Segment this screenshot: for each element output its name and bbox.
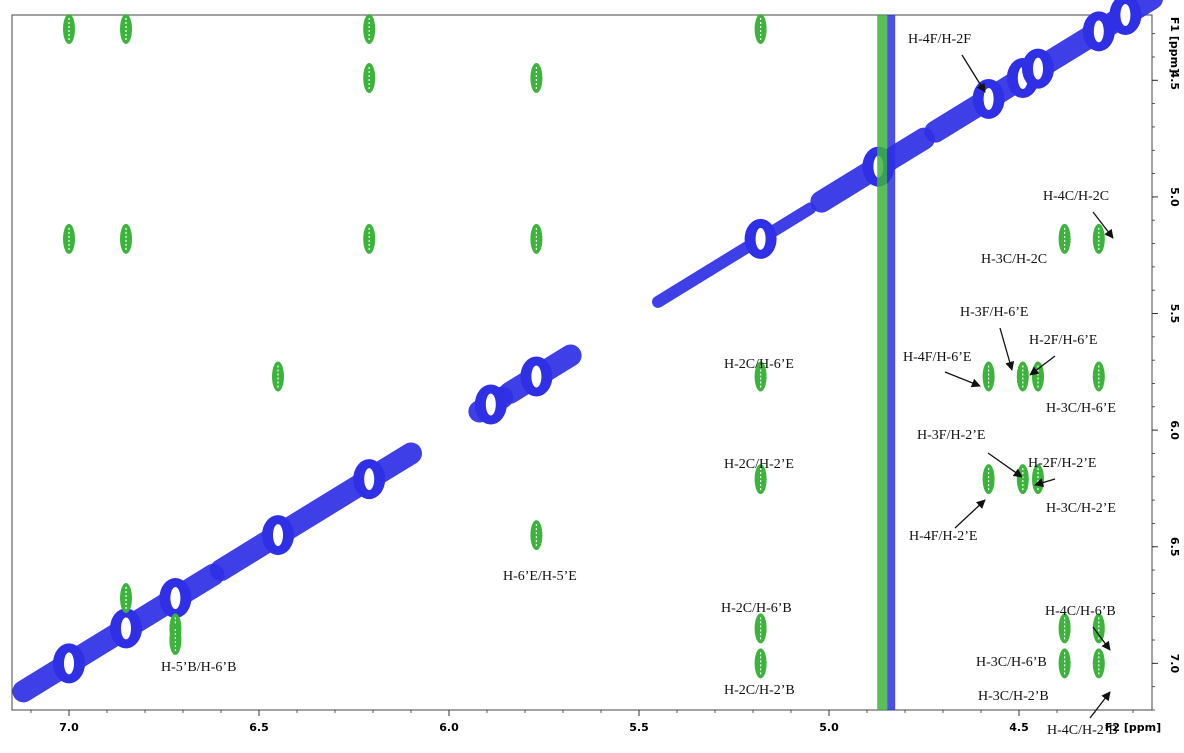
- annotation-layer: H-4F/H-2FH-4C/H-2CH-3C/H-2CH-3F/H-6’EH-2…: [161, 32, 1118, 738]
- diagonal-peak-core: [170, 587, 181, 610]
- y-tick-label: 5.0: [1168, 187, 1181, 207]
- cross-peak: [530, 62, 543, 93]
- diagonal-peak-core: [531, 365, 542, 388]
- peak-annotation: H-2F/H-2’E: [1028, 456, 1096, 471]
- annotation-arrow: [944, 371, 981, 388]
- cross-peak: [1092, 648, 1105, 679]
- y-tick-label: 4.5: [1168, 71, 1181, 91]
- diagonal-band: [12, 0, 1163, 703]
- annotation-arrow: [1034, 478, 1056, 488]
- cross-peak: [363, 223, 376, 254]
- cross-peak: [120, 223, 132, 254]
- annotation-arrow: [987, 452, 1023, 478]
- cross-peak: [1058, 613, 1071, 644]
- cross-peak: [169, 625, 182, 656]
- annotation-arrow: [961, 54, 986, 93]
- cross-peak: [754, 361, 767, 392]
- x-tick-label: 5.0: [819, 721, 839, 734]
- cross-peak: [754, 613, 767, 644]
- cross-peak: [982, 464, 995, 495]
- annotation-arrow: [954, 499, 986, 529]
- peak-annotation: H-3C/H-6’B: [976, 655, 1047, 670]
- diagonal-peak-core: [1033, 57, 1043, 80]
- peak-annotation: H-4F/H-2F: [908, 32, 971, 47]
- diagonal-peak-core: [1093, 20, 1104, 43]
- cross-peak: [272, 361, 284, 392]
- cross-peak: [1058, 223, 1071, 254]
- cross-peak: [1092, 361, 1105, 392]
- peak-annotation: H-3C/H-2’E: [1046, 501, 1116, 516]
- x-tick-label: 5.5: [629, 721, 649, 734]
- peak-annotation: H-4C/H-2’B: [1047, 723, 1118, 738]
- cross-peak: [63, 13, 75, 44]
- diagonal-peak-core: [64, 652, 74, 675]
- cross-peak: [530, 223, 543, 254]
- solvent-stripe: [877, 15, 888, 710]
- y-tick-label: 6.5: [1168, 537, 1181, 557]
- diagonal-peak-core: [121, 617, 131, 640]
- diagonal-peak-core: [983, 87, 994, 110]
- peak-annotation: H-5’B/H-6’B: [161, 660, 236, 675]
- cross-peak: [363, 13, 376, 44]
- y-tick-label: 6.0: [1168, 420, 1181, 440]
- peak-annotation: H-2C/H-6’E: [724, 357, 794, 372]
- peak-annotation: H-4C/H-2C: [1043, 189, 1109, 204]
- cross-peak: [1092, 223, 1105, 254]
- diagonal-peak-core: [485, 393, 496, 416]
- diagonal-segment: [652, 202, 816, 308]
- peak-annotation: H-3F/H-2’E: [917, 428, 985, 443]
- peak-annotation: H-3C/H-2’B: [978, 689, 1049, 704]
- cross-peak: [754, 648, 767, 679]
- peak-annotation: H-2C/H-2’E: [724, 457, 794, 472]
- peak-annotation: H-4F/H-6’E: [903, 350, 971, 365]
- peak-annotation: H-3C/H-2C: [981, 252, 1047, 267]
- solvent-line: [877, 15, 896, 710]
- cross-peak: [1016, 361, 1029, 392]
- peak-annotation: H-2C/H-6’B: [721, 601, 792, 616]
- diagonal-peak-core: [755, 227, 766, 250]
- annotation-arrow: [1092, 626, 1111, 651]
- x-tick-label: 4.5: [1009, 721, 1029, 734]
- cross-peak: [120, 583, 132, 614]
- peak-annotation: H-3C/H-6’E: [1046, 401, 1116, 416]
- peak-annotation: H-6’E/H-5’E: [503, 569, 577, 584]
- annotation-arrow: [1089, 691, 1111, 719]
- diagonal-peak-core: [1120, 4, 1131, 26]
- solvent-stripe-blue: [887, 15, 896, 710]
- y-axis-title: F1 [ppm]: [1168, 17, 1181, 73]
- annotation-arrow: [1029, 355, 1056, 376]
- peak-annotation: H-2C/H-2’B: [724, 683, 795, 698]
- x-tick-label: 7.0: [59, 721, 79, 734]
- x-tick-label: 6.0: [439, 721, 459, 734]
- annotation-arrow: [1092, 211, 1114, 239]
- plot-frame: [11, 14, 1153, 711]
- cross-peak: [120, 13, 132, 44]
- y-tick-label: 7.0: [1168, 654, 1181, 674]
- peak-annotation: H-3F/H-6’E: [960, 305, 1028, 320]
- diagonal-peak-core: [273, 524, 283, 547]
- cross-peak: [982, 361, 995, 392]
- peak-annotation: H-2F/H-6’E: [1029, 333, 1097, 348]
- peak-annotation: H-4F/H-2’E: [909, 529, 977, 544]
- cross-peak: [1092, 613, 1105, 644]
- cross-peak: [363, 62, 376, 93]
- x-tick-label: 6.5: [249, 721, 269, 734]
- cross-peak: [754, 464, 767, 495]
- cross-peak: [530, 520, 543, 551]
- x-axis-title: F2 [ppm]: [1105, 721, 1161, 734]
- annotation-arrow: [999, 327, 1015, 371]
- cross-peak: [63, 223, 75, 254]
- y-tick-label: 5.5: [1168, 304, 1181, 324]
- cross-peak: [754, 13, 767, 44]
- axis-layer: 7.0 6.5 6.0 5.5 5.0 4.5 4.5 5.0 5.5 6.0 6.5 7.0 F2 […: [30, 17, 1181, 734]
- diagonal-peak-core: [364, 468, 375, 491]
- peak-annotation: H-4C/H-6’B: [1045, 604, 1116, 619]
- cross-peak: [1058, 648, 1071, 679]
